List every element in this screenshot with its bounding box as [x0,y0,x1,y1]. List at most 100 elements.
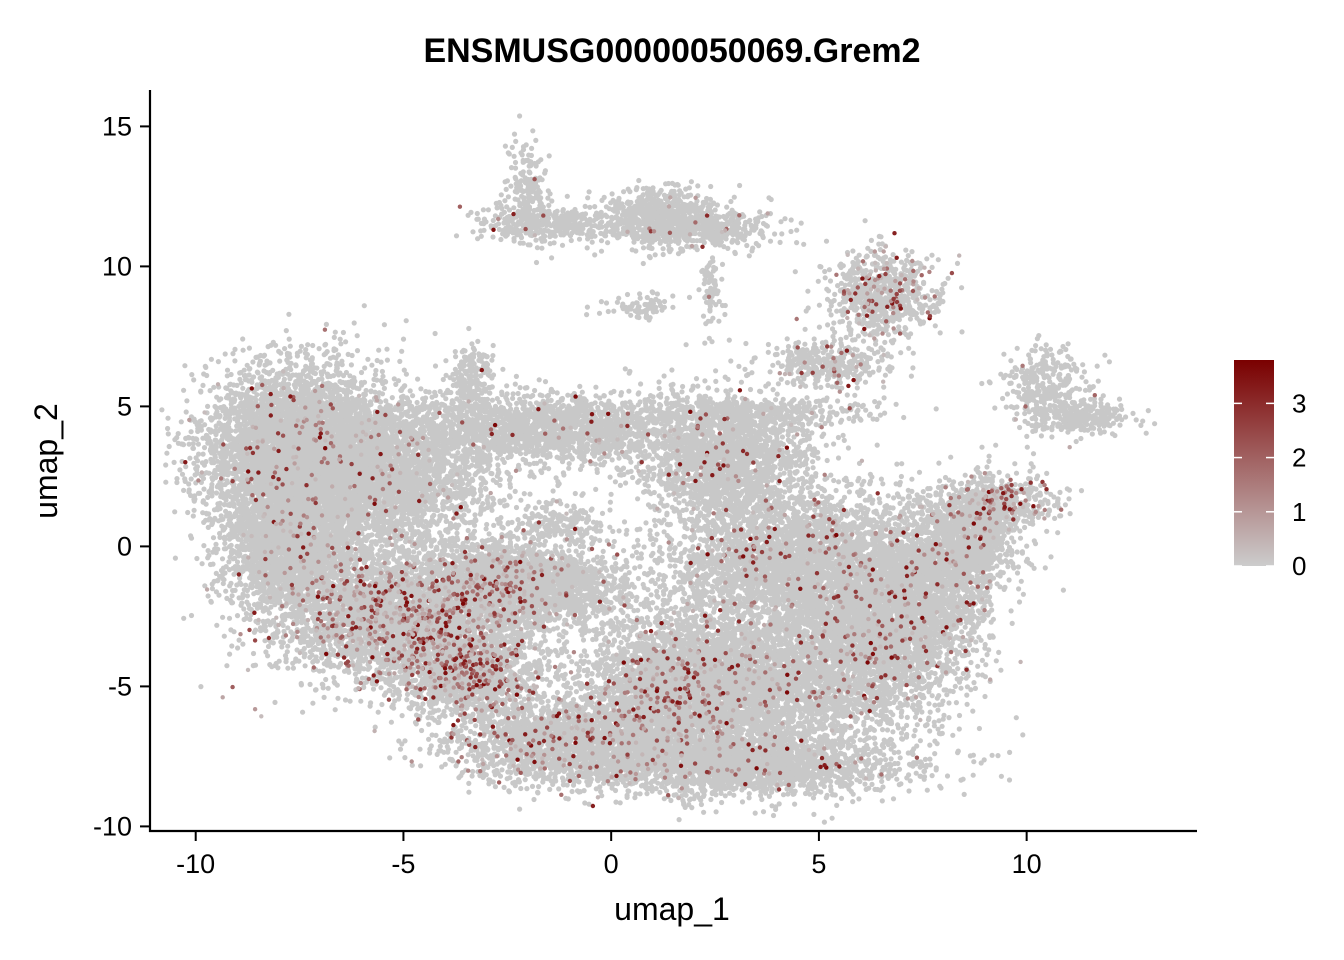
scatter-point [400,336,407,342]
scatter-point [253,455,259,461]
scatter-point [233,473,239,479]
scatter-point [179,471,186,477]
scatter-point [182,476,188,482]
scatter-point [174,476,180,482]
scatter-point [274,405,281,411]
scatter-point [237,408,243,414]
scatter-point [290,404,296,410]
scatter-point [288,434,294,440]
scatter-point [254,392,260,398]
scatter-point [297,392,303,398]
scatter-point [262,447,268,453]
scatter-point [354,333,360,339]
scatter-point [211,384,217,390]
scatter-point [228,398,234,404]
scatter-point [211,429,217,435]
scatter-point [211,507,218,513]
scatter-point [195,428,201,434]
scatter-point [219,433,226,439]
scatter-point [210,477,216,483]
scatter-point [240,347,246,353]
scatter-point [351,320,357,326]
scatter-point [332,389,338,395]
scatter-point [283,412,289,418]
scatter-point [219,556,226,562]
scatter-point [368,388,374,394]
scatter-point [399,348,405,354]
scatter-point [184,398,190,404]
scatter-points [159,113,1158,825]
scatter-point [216,502,222,508]
scatter-point [293,362,299,368]
scatter-point [208,444,214,450]
scatter-point [196,451,202,457]
scatter-point [210,535,217,541]
scatter-point [208,356,214,362]
scatter-point [230,351,236,357]
scatter-point [297,348,303,354]
scatter-point [381,322,387,328]
scatter-point [198,388,204,394]
scatter-point [183,435,189,441]
scatter-point [182,363,188,369]
scatter-point [309,366,315,372]
scatter-point [166,443,172,450]
scatter-point [195,441,201,447]
scatter-point [227,381,234,387]
scatter-point [304,351,310,358]
scatter-point [240,456,246,462]
scatter-point [240,336,246,342]
scatter-point [278,350,284,356]
scatter-point [268,342,274,348]
scatter-point [238,395,244,401]
scatter-point [358,369,365,376]
scatter-point [369,362,375,368]
scatter-point [191,377,197,383]
scatter-point [291,412,297,418]
scatter-point [233,428,239,434]
scatter-point [337,336,343,342]
scatter-point [292,390,298,396]
scatter-point [216,397,222,403]
scatter-point [287,343,293,349]
scatter-point [238,380,244,386]
scatter-point [315,393,321,399]
scatter-point [330,354,336,360]
scatter-point [183,409,189,415]
scatter-point [227,418,233,424]
scatter-point [340,396,347,402]
scatter-point [163,479,169,485]
scatter-point [221,454,228,460]
scatter-point [282,346,288,352]
scatter-point [223,410,229,416]
scatter-point [257,358,263,364]
scatter-point [321,368,327,374]
scatter-point [354,348,361,354]
scatter-point [232,407,238,413]
scatter-point [253,354,259,360]
scatter-point [183,464,189,470]
scatter-point [188,476,194,482]
scatter-point [324,361,330,367]
scatter-point [219,490,225,496]
scatter-point [379,368,385,375]
scatter-point [207,415,213,421]
scatter-point [174,479,180,486]
scatter-point [238,369,244,376]
scatter-point [215,466,221,472]
scatter-point [240,385,246,391]
scatter-point [246,372,252,378]
scatter-point [384,357,390,363]
scatter-point [171,459,177,465]
scatter-point [257,420,263,426]
scatter-point [213,414,219,420]
scatter-point [178,419,184,425]
scatter-point [181,387,187,393]
scatter-point [331,373,337,379]
scatter-point [177,467,183,473]
scatter-point [285,359,291,365]
scatter-point [263,453,269,459]
scatter-point [277,358,283,364]
scatter-point [231,436,237,442]
